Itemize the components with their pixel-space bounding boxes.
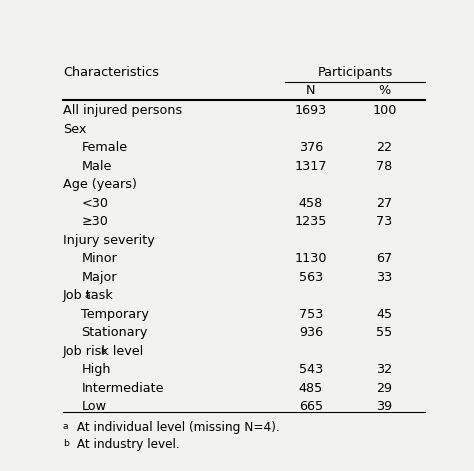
Text: Age (years): Age (years) [63, 179, 137, 191]
Text: Injury severity: Injury severity [63, 234, 155, 247]
Text: Participants: Participants [317, 65, 392, 79]
Text: 39: 39 [376, 400, 392, 413]
Text: %: % [378, 84, 391, 97]
Text: At industry level.: At industry level. [73, 438, 180, 451]
Text: b: b [100, 347, 106, 356]
Text: 753: 753 [299, 308, 323, 321]
Text: Male: Male [82, 160, 112, 173]
Text: 485: 485 [299, 382, 323, 395]
Text: a: a [63, 422, 69, 431]
Text: Temporary: Temporary [82, 308, 149, 321]
Text: 1693: 1693 [295, 104, 327, 117]
Text: ≥30: ≥30 [82, 215, 108, 228]
Text: a: a [85, 291, 91, 300]
Text: 45: 45 [376, 308, 392, 321]
Text: 1317: 1317 [295, 160, 327, 173]
Text: Female: Female [82, 141, 128, 154]
Text: 67: 67 [376, 252, 392, 265]
Text: Low: Low [82, 400, 106, 413]
Text: b: b [63, 439, 69, 448]
Text: 55: 55 [376, 326, 392, 339]
Text: Job risk level: Job risk level [63, 345, 144, 358]
Text: <30: <30 [82, 197, 108, 210]
Text: 458: 458 [299, 197, 323, 210]
Text: 1130: 1130 [295, 252, 327, 265]
Text: 376: 376 [299, 141, 323, 154]
Text: At individual level (missing N=4).: At individual level (missing N=4). [73, 421, 280, 434]
Text: 29: 29 [376, 382, 392, 395]
Text: 27: 27 [376, 197, 392, 210]
Text: 563: 563 [299, 271, 323, 284]
Text: Major: Major [82, 271, 117, 284]
Text: Characteristics: Characteristics [63, 65, 159, 79]
Text: Intermediate: Intermediate [82, 382, 164, 395]
Text: Job task: Job task [63, 289, 114, 302]
Text: 936: 936 [299, 326, 323, 339]
Text: 1235: 1235 [295, 215, 327, 228]
Text: N: N [306, 84, 316, 97]
Text: 665: 665 [299, 400, 323, 413]
Text: 73: 73 [376, 215, 392, 228]
Text: All injured persons: All injured persons [63, 104, 182, 117]
Text: Stationary: Stationary [82, 326, 148, 339]
Text: High: High [82, 363, 111, 376]
Text: Minor: Minor [82, 252, 117, 265]
Text: 33: 33 [376, 271, 392, 284]
Text: 543: 543 [299, 363, 323, 376]
Text: Sex: Sex [63, 123, 86, 136]
Text: 32: 32 [376, 363, 392, 376]
Text: 78: 78 [376, 160, 392, 173]
Text: 100: 100 [372, 104, 397, 117]
Text: 22: 22 [376, 141, 392, 154]
